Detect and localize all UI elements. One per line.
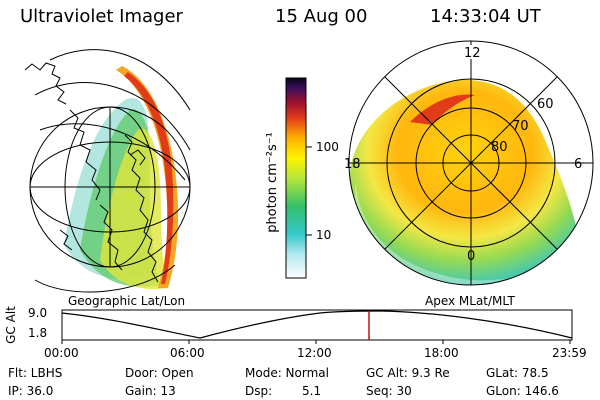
mlat-label-70: 70 [512,119,529,134]
altitude-ylabel: GC Alt [3,306,18,344]
altitude-plot-frame [61,309,573,341]
colorbar-tick-10: 10 [316,228,332,242]
status-door: Door: Open [125,366,194,380]
status-ip: IP: 36.0 [8,384,54,398]
polar-aurora-region [349,79,580,285]
xtick-1800: 18:00 [424,346,459,360]
mlt-label-0: 0 [467,249,475,264]
polar-plot: 12 18 6 0 60 70 80 [344,40,594,286]
status-glon: GLon: 146.6 [486,384,559,398]
left-panel-caption: Geographic Lat/Lon [68,294,186,308]
xtick-2359: 23:59 [552,346,587,360]
xtick-1200: 12:00 [297,346,332,360]
altitude-ytick-low: 1.8 [28,326,48,340]
right-panel-caption: Apex MLat/MLT [425,294,515,308]
mlat-label-60: 60 [537,97,554,112]
observation-time: 14:33:04 UT [430,6,541,27]
mlt-label-12: 12 [464,46,481,61]
status-filter: Flt: LBHS [8,366,63,380]
status-seq: Seq: 30 [366,384,412,398]
colorbar [285,77,312,279]
polar-bright-arc [410,94,475,125]
geographic-map [24,49,191,293]
colorbar-units-label: photon cm⁻²s⁻¹ [264,132,280,233]
status-dsp-value: 5.1 [302,384,322,398]
aurora-oval-arc [116,66,179,288]
status-gc-alt: GC Alt: 9.3 Re [366,366,450,380]
status-glat: GLat: 78.5 [486,366,549,380]
mlat-label-80: 80 [491,140,508,155]
instrument-title: Ultraviolet Imager [20,6,183,27]
colorbar-tick-100: 100 [316,140,339,154]
observation-date: 15 Aug 00 [275,6,368,27]
status-dsp-label: Dsp: [245,384,273,398]
altitude-ytick-high: 9.0 [28,306,48,320]
status-gain: Gain: 13 [125,384,176,398]
xtick-0000: 00:00 [44,346,79,360]
altitude-curve [61,310,573,339]
status-mode: Mode: Normal [245,366,329,380]
mlt-label-6: 6 [574,157,582,172]
mlt-label-18: 18 [344,157,361,172]
xtick-0600: 06:00 [170,346,205,360]
altitude-plot [61,309,573,344]
